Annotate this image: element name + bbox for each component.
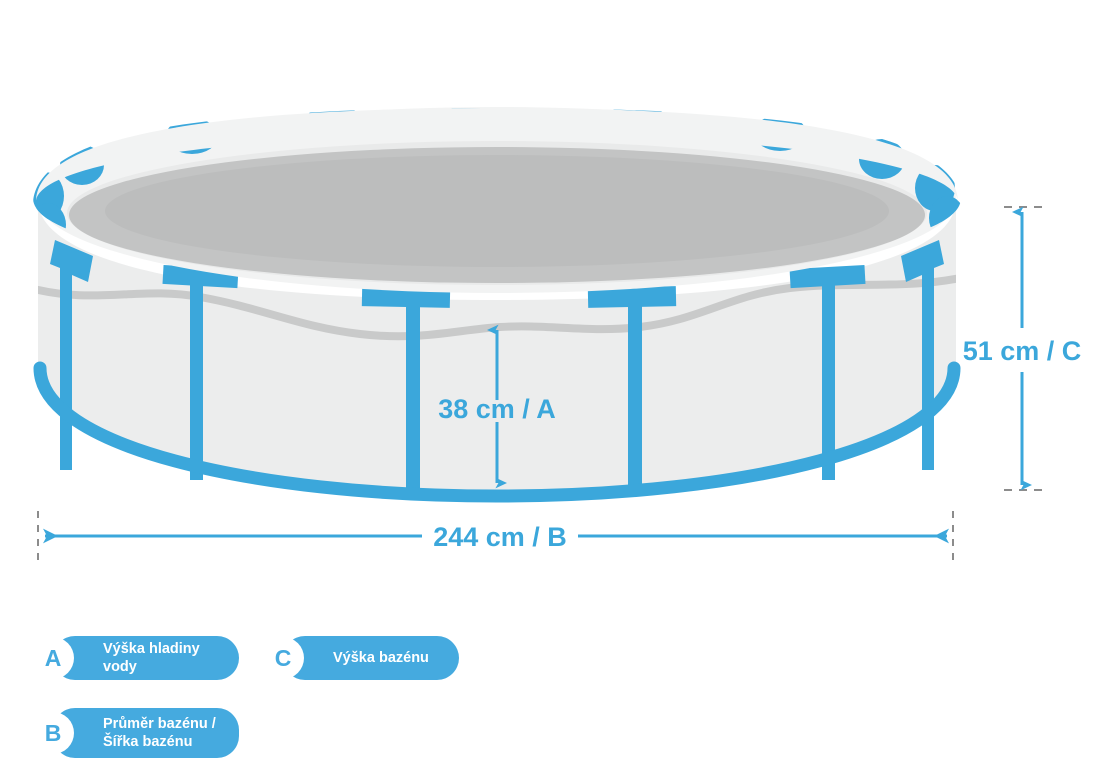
dimension-b-label: 244 cm / B	[433, 522, 567, 552]
legend-badge-c: C	[262, 637, 304, 679]
dimension-c-label: 51 cm / C	[963, 336, 1082, 366]
legend-label-a: Výška hladiny vody	[103, 640, 200, 675]
legend-item-b: Průměr bazénu / Šířka bazénu	[53, 708, 239, 758]
bottom-rim-curve	[33, 361, 961, 503]
support-legs	[50, 240, 944, 492]
dimension-b-group: 244 cm / B	[37, 511, 954, 560]
support-leg-5	[789, 264, 866, 480]
legend-label-c: Výška bazénu	[333, 649, 429, 666]
pool-top-rim	[38, 107, 956, 293]
support-leg-4	[587, 286, 677, 492]
dimension-a-group: 38 cm / A	[438, 324, 556, 489]
dimension-c-group: 51 cm / C	[963, 206, 1082, 491]
rim-cap-top-trim	[33, 96, 961, 205]
water-surface-inner	[105, 155, 889, 267]
legend-label-b: Průměr bazénu / Šířka bazénu	[103, 715, 216, 750]
legend-badge-a: A	[32, 637, 74, 679]
legend-item-a: Výška hladiny vody	[53, 636, 239, 680]
legend-item-c: Výška bazénu	[283, 636, 459, 680]
legend-badge-b: B	[32, 712, 74, 754]
pool-bottom-rim	[33, 361, 961, 503]
dimension-a-label: 38 cm / A	[438, 394, 556, 424]
